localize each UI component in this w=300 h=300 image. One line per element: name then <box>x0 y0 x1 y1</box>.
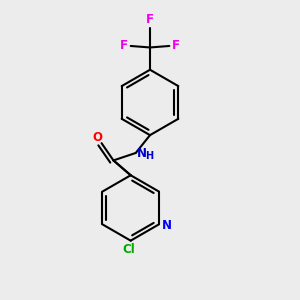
Text: F: F <box>120 40 128 52</box>
Text: O: O <box>92 131 102 144</box>
Text: N: N <box>161 219 171 232</box>
Text: F: F <box>146 13 154 26</box>
Text: F: F <box>172 40 180 52</box>
Text: Cl: Cl <box>123 243 136 256</box>
Text: H: H <box>145 151 153 161</box>
Text: N: N <box>137 147 147 161</box>
